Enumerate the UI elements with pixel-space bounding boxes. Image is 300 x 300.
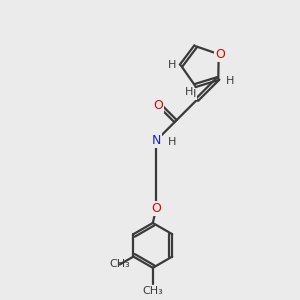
Text: N: N bbox=[152, 134, 161, 147]
Text: O: O bbox=[151, 202, 161, 214]
Text: H: H bbox=[168, 137, 177, 147]
Text: O: O bbox=[215, 48, 225, 61]
Text: CH₃: CH₃ bbox=[109, 260, 130, 269]
Text: H: H bbox=[185, 87, 194, 97]
Text: CH₃: CH₃ bbox=[142, 286, 163, 296]
Text: H: H bbox=[226, 76, 234, 86]
Text: O: O bbox=[154, 99, 164, 112]
Text: H: H bbox=[188, 89, 196, 99]
Text: H: H bbox=[168, 61, 176, 70]
